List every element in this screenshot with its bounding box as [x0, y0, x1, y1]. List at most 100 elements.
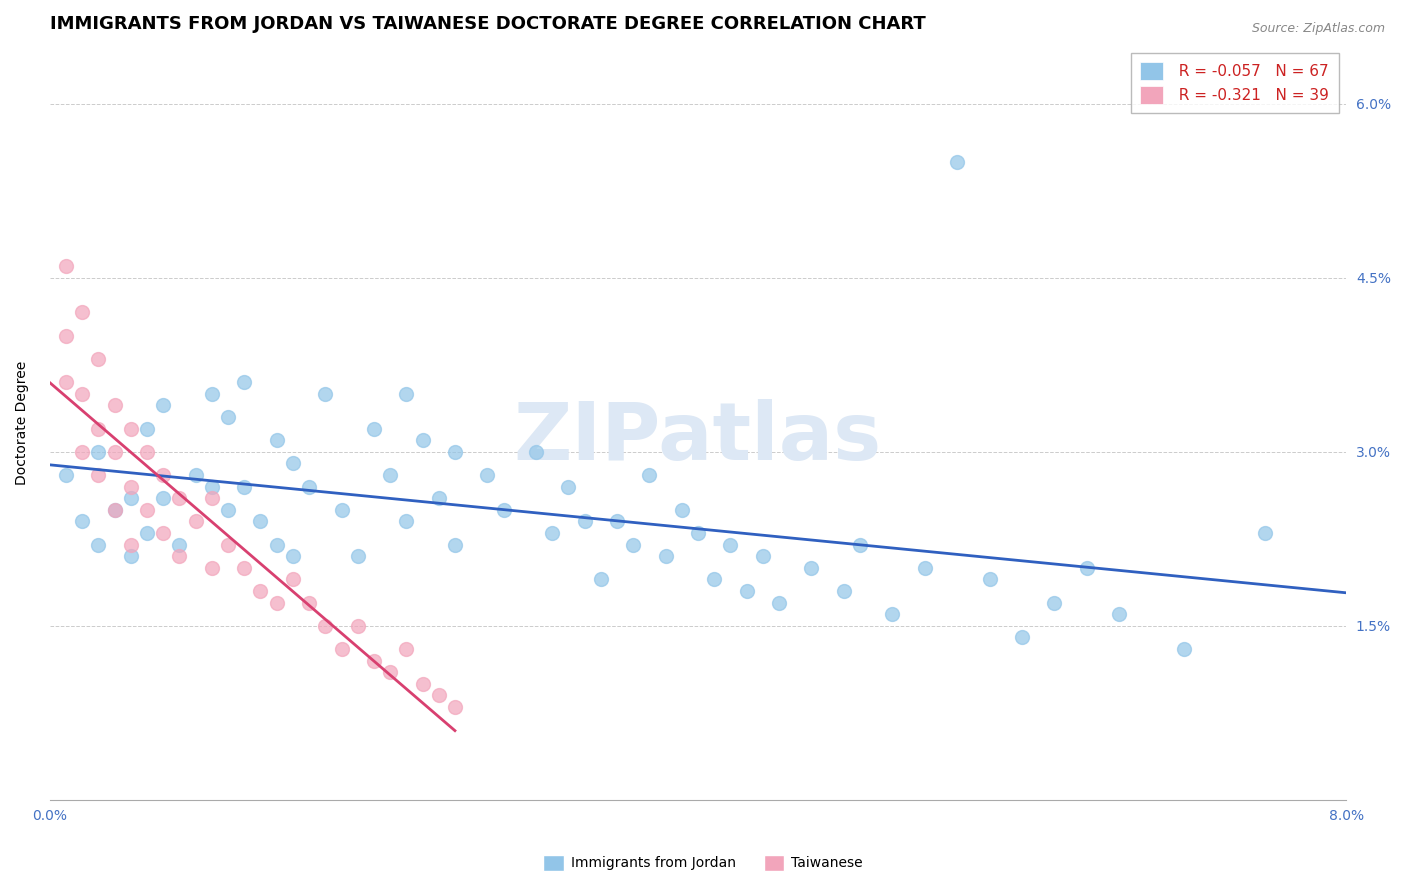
- Point: [378, 467, 401, 482]
- Point: [70, 386, 93, 401]
- Point: [346, 549, 368, 563]
- Point: [120, 491, 142, 505]
- Point: [55, 467, 77, 482]
- Point: [217, 502, 239, 516]
- Text: Source: ZipAtlas.com: Source: ZipAtlas.com: [1251, 22, 1385, 36]
- Point: [120, 479, 142, 493]
- Point: [492, 502, 515, 516]
- Point: [281, 549, 304, 563]
- Point: [136, 525, 159, 540]
- Point: [427, 689, 450, 703]
- Point: [201, 479, 224, 493]
- Point: [136, 502, 159, 516]
- Legend: Immigrants from Jordan, Taiwanese: Immigrants from Jordan, Taiwanese: [537, 849, 869, 876]
- Point: [104, 502, 127, 516]
- Point: [654, 549, 676, 563]
- Point: [184, 467, 207, 482]
- Point: [152, 491, 174, 505]
- Point: [87, 537, 110, 551]
- Point: [87, 444, 110, 458]
- Point: [298, 479, 321, 493]
- Point: [444, 444, 467, 458]
- Point: [703, 572, 725, 586]
- Point: [266, 537, 288, 551]
- Point: [686, 525, 709, 540]
- Point: [849, 537, 872, 551]
- Point: [363, 654, 385, 668]
- Point: [87, 421, 110, 435]
- Point: [1108, 607, 1130, 621]
- Point: [120, 549, 142, 563]
- Point: [249, 583, 271, 598]
- Point: [217, 537, 239, 551]
- Point: [281, 572, 304, 586]
- Point: [104, 444, 127, 458]
- Point: [1254, 525, 1277, 540]
- Point: [314, 386, 336, 401]
- Point: [477, 467, 499, 482]
- Point: [444, 537, 467, 551]
- Point: [152, 467, 174, 482]
- Point: [574, 514, 596, 528]
- Point: [233, 479, 256, 493]
- Point: [314, 618, 336, 632]
- Point: [266, 433, 288, 447]
- Point: [412, 677, 434, 691]
- Point: [169, 549, 191, 563]
- Point: [266, 595, 288, 609]
- Point: [1011, 631, 1033, 645]
- Point: [70, 305, 93, 319]
- Point: [298, 595, 321, 609]
- Point: [752, 549, 775, 563]
- Point: [104, 398, 127, 412]
- Point: [541, 525, 564, 540]
- Point: [55, 328, 77, 343]
- Point: [395, 386, 418, 401]
- Point: [1173, 642, 1195, 657]
- Point: [768, 595, 790, 609]
- Point: [412, 433, 434, 447]
- Text: IMMIGRANTS FROM JORDAN VS TAIWANESE DOCTORATE DEGREE CORRELATION CHART: IMMIGRANTS FROM JORDAN VS TAIWANESE DOCT…: [49, 15, 925, 33]
- Point: [120, 537, 142, 551]
- Point: [87, 467, 110, 482]
- Point: [152, 525, 174, 540]
- Point: [55, 259, 77, 273]
- Point: [233, 375, 256, 389]
- Text: ZIPatlas: ZIPatlas: [513, 399, 882, 477]
- Point: [70, 444, 93, 458]
- Point: [524, 444, 547, 458]
- Point: [946, 154, 969, 169]
- Point: [444, 700, 467, 714]
- Point: [621, 537, 644, 551]
- Point: [201, 560, 224, 574]
- Point: [363, 421, 385, 435]
- Point: [152, 398, 174, 412]
- Point: [557, 479, 579, 493]
- Point: [395, 642, 418, 657]
- Point: [378, 665, 401, 680]
- Point: [800, 560, 823, 574]
- Point: [184, 514, 207, 528]
- Point: [832, 583, 855, 598]
- Point: [914, 560, 936, 574]
- Point: [136, 444, 159, 458]
- Point: [735, 583, 758, 598]
- Point: [979, 572, 1001, 586]
- Point: [589, 572, 612, 586]
- Y-axis label: Doctorate Degree: Doctorate Degree: [15, 360, 30, 485]
- Point: [233, 560, 256, 574]
- Point: [330, 502, 353, 516]
- Point: [70, 514, 93, 528]
- Point: [169, 491, 191, 505]
- Point: [606, 514, 628, 528]
- Point: [201, 491, 224, 505]
- Point: [427, 491, 450, 505]
- Point: [395, 514, 418, 528]
- Point: [136, 421, 159, 435]
- Legend:   R = -0.057   N = 67,   R = -0.321   N = 39: R = -0.057 N = 67, R = -0.321 N = 39: [1132, 54, 1339, 113]
- Point: [671, 502, 693, 516]
- Point: [1076, 560, 1098, 574]
- Point: [1043, 595, 1066, 609]
- Point: [718, 537, 741, 551]
- Point: [201, 386, 224, 401]
